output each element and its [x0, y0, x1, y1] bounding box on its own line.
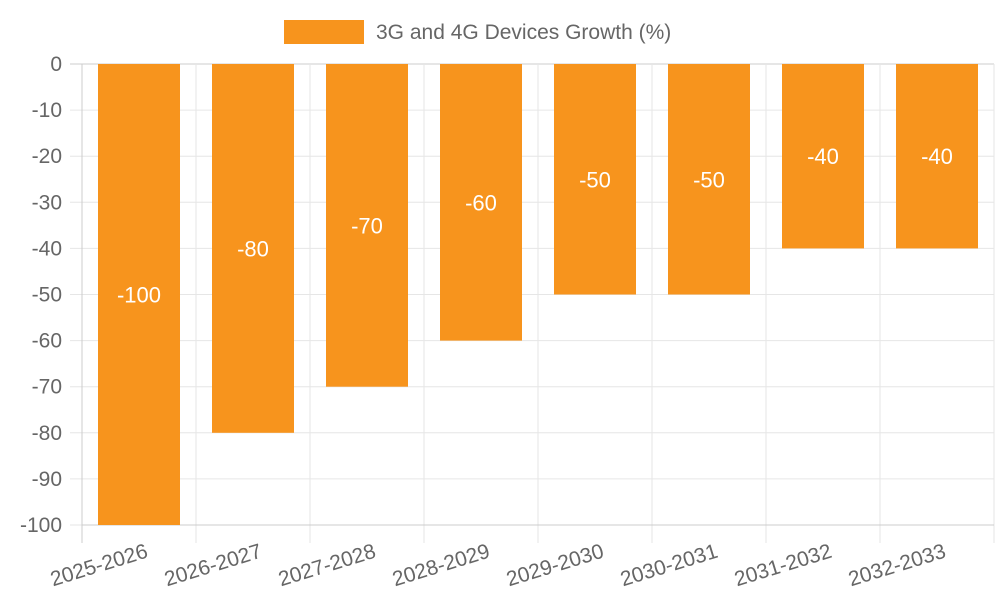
y-tick-label: -70	[32, 376, 62, 399]
bar[interactable]	[668, 64, 750, 295]
y-tick-label: -90	[32, 468, 62, 491]
y-axis-ticks: 0 -10 -20 -30 -40 -50 -60 -70 -80 -90 -100	[20, 53, 62, 537]
x-tick-label: 2026-2027	[162, 540, 265, 591]
y-tick-label: -20	[32, 145, 62, 168]
bar-value-label: -60	[465, 190, 497, 215]
x-tick-label: 2029-2030	[504, 540, 607, 591]
y-tick-label: -40	[32, 237, 62, 260]
x-tick-label: 2030-2031	[618, 540, 721, 591]
y-tick-label: -100	[20, 514, 62, 537]
y-tick-label: -30	[32, 191, 62, 214]
y-tick-label: -60	[32, 330, 62, 353]
bar-value-label: -100	[117, 283, 161, 308]
bar[interactable]	[554, 64, 636, 295]
x-tick-label: 2027-2028	[276, 540, 379, 591]
bars	[98, 64, 978, 525]
x-tick-label: 2025-2026	[48, 540, 151, 591]
legend-label: 3G and 4G Devices Growth (%)	[376, 21, 671, 44]
y-tick-label: -50	[32, 284, 62, 307]
y-tick-label: -10	[32, 99, 62, 122]
bar-value-label: -40	[807, 144, 839, 169]
bar-value-label: -40	[921, 144, 953, 169]
bar-value-label: -70	[351, 213, 383, 238]
bar[interactable]	[440, 64, 522, 341]
legend-swatch	[284, 20, 364, 44]
y-tick-label: 0	[50, 53, 62, 76]
bar[interactable]	[98, 64, 180, 525]
x-tick-label: 2031-2032	[732, 540, 835, 591]
bar-value-label: -80	[237, 236, 269, 261]
x-tick-label: 2032-2033	[846, 540, 949, 591]
y-tick-label: -80	[32, 422, 62, 445]
bar-value-label: -50	[693, 167, 725, 192]
x-axis-ticks: 2025-2026 2026-2027 2027-2028 2028-2029 2029…	[48, 540, 949, 591]
legend: 3G and 4G Devices Growth (%)	[284, 20, 671, 44]
bar-value-label: -50	[579, 167, 611, 192]
bar[interactable]	[212, 64, 294, 433]
bar[interactable]	[896, 64, 978, 249]
bar-labels: -100 -80 -70 -60 -50 -50 -40 -40	[117, 144, 953, 307]
x-tick-label: 2028-2029	[390, 540, 493, 591]
bar[interactable]	[326, 64, 408, 387]
bar[interactable]	[782, 64, 864, 249]
